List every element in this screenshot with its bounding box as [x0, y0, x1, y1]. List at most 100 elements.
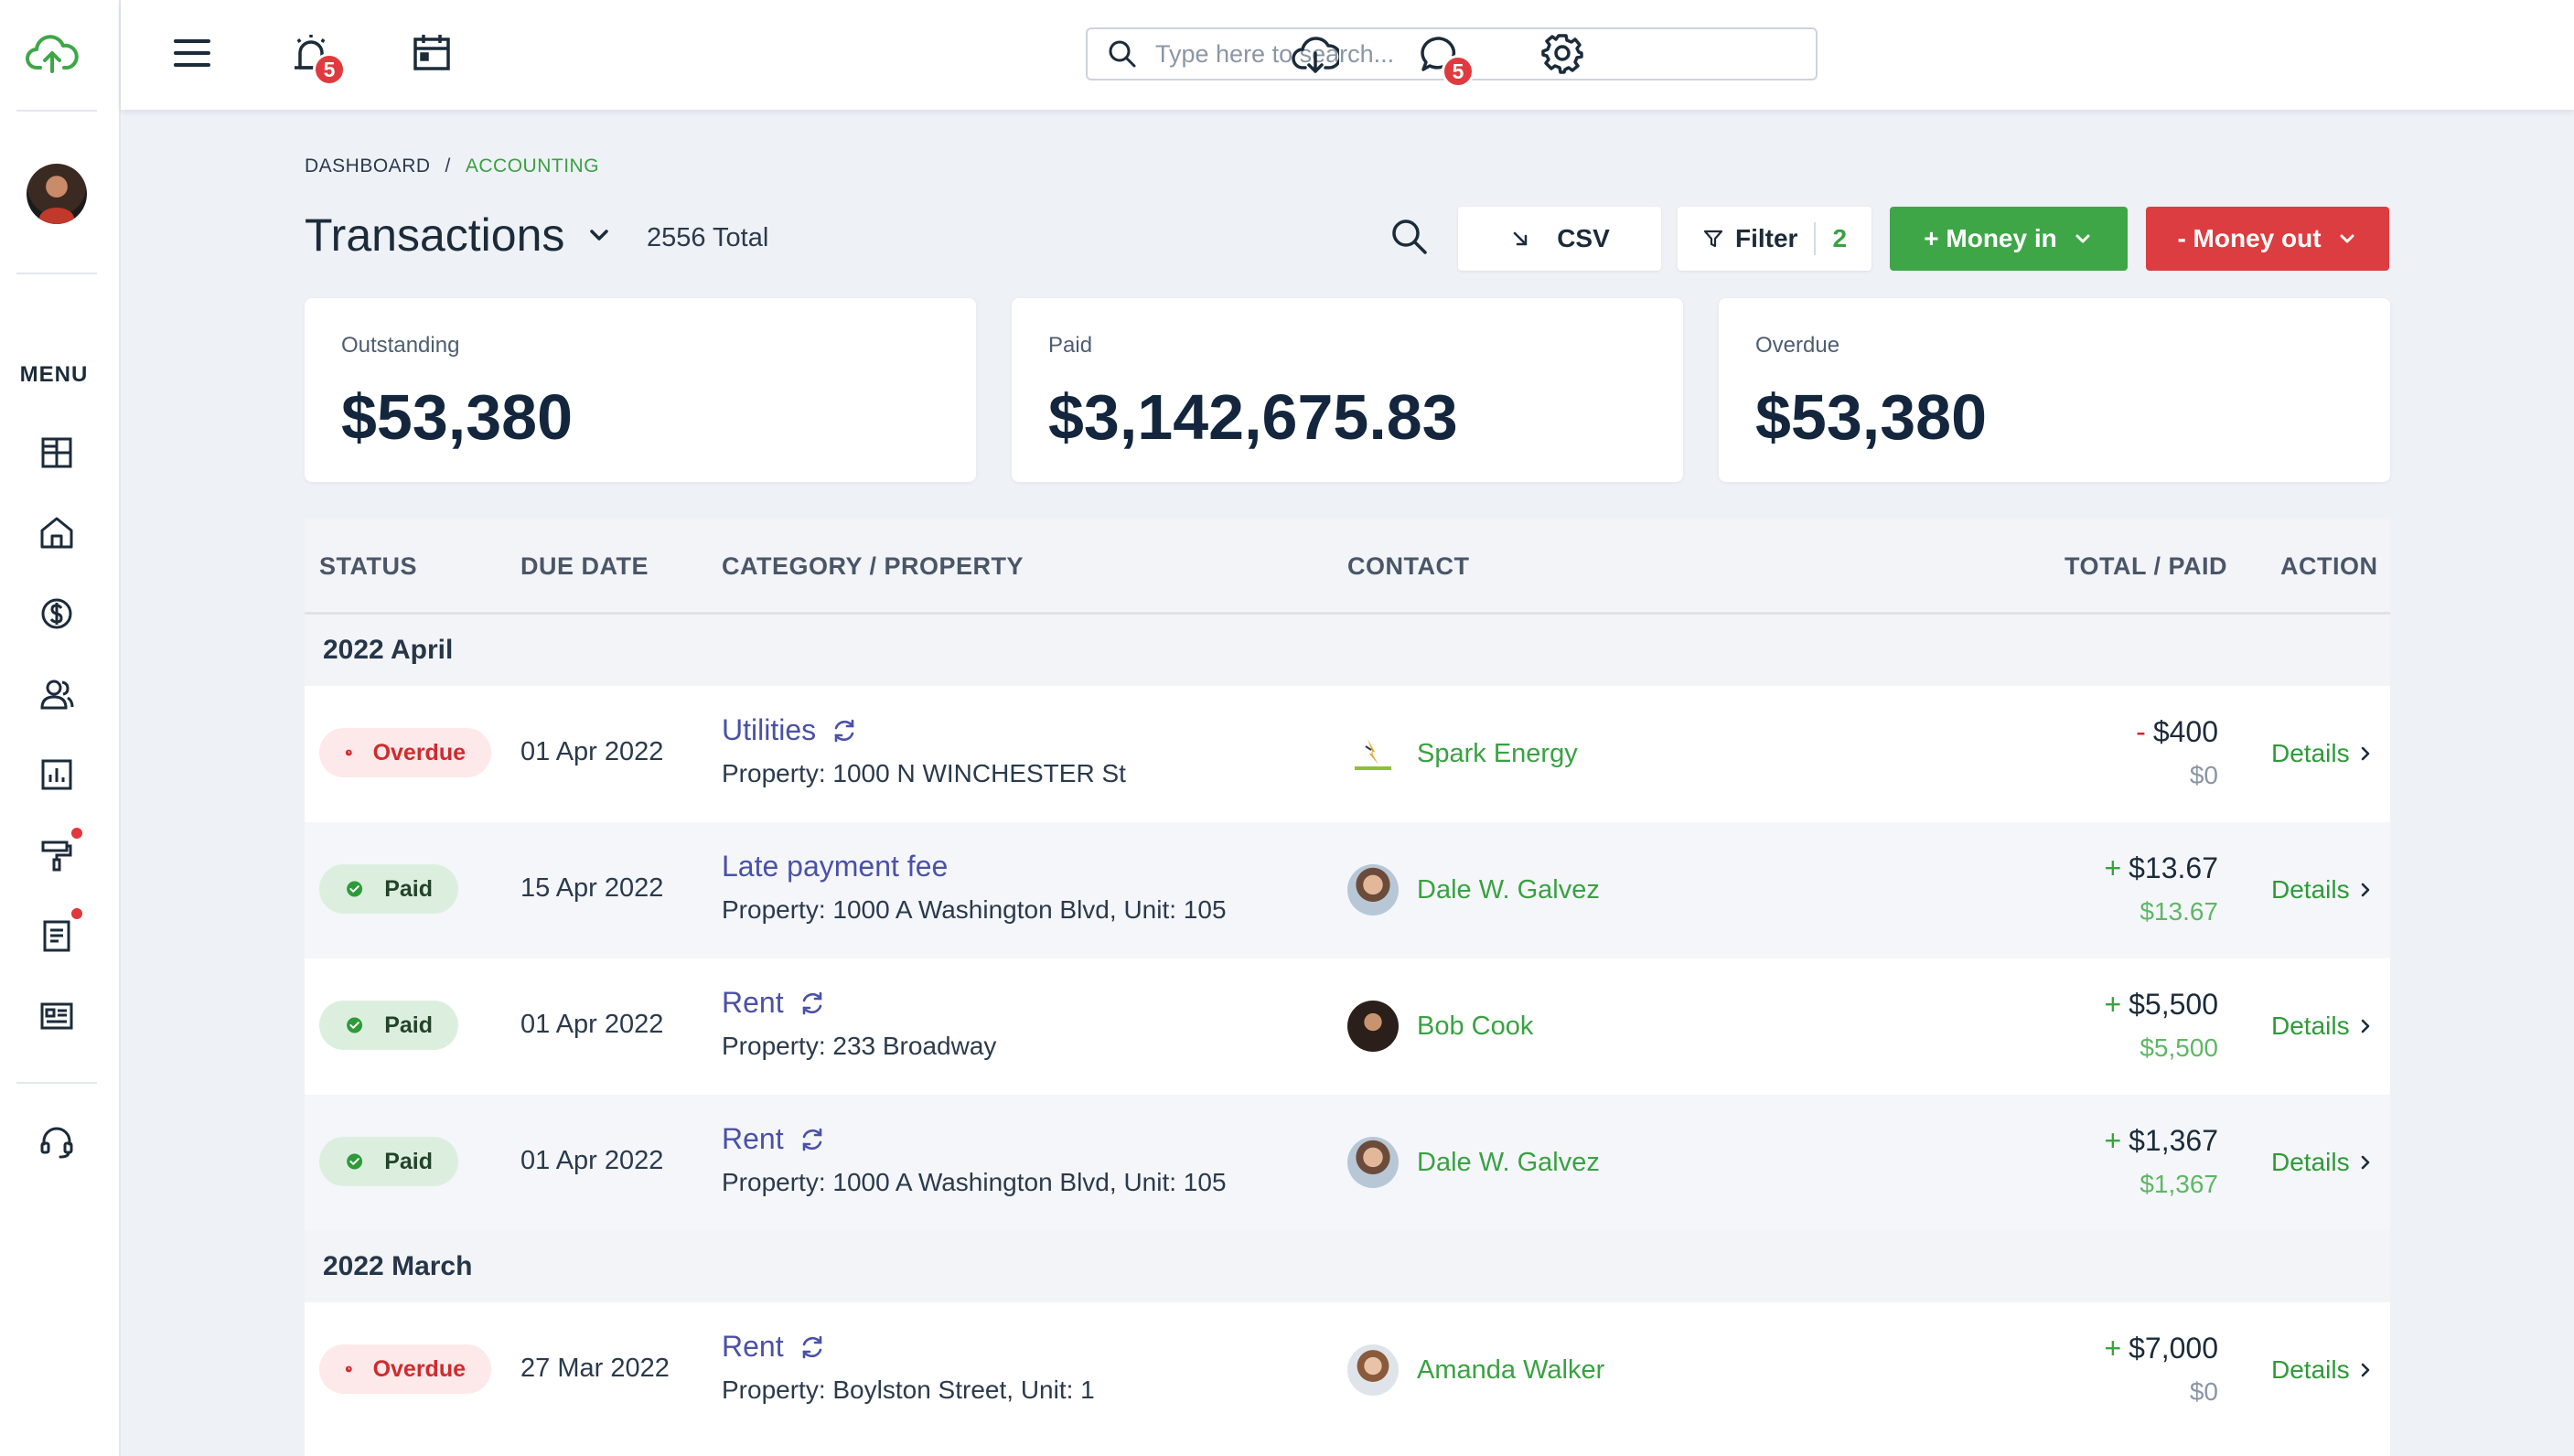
- table-row[interactable]: Overdue 01 Apr 2022 Utilities Property: …: [305, 686, 2390, 822]
- document-icon[interactable]: [35, 914, 79, 958]
- summary-card-value: $53,380: [341, 381, 574, 453]
- money-in-button[interactable]: + Money in: [1890, 207, 2128, 271]
- category-link[interactable]: Utilities: [722, 713, 860, 747]
- support-headset-icon[interactable]: [35, 1119, 79, 1163]
- amount-value: $13.67: [2129, 851, 2218, 884]
- summary-card-value: $3,142,675.83: [1048, 381, 1458, 453]
- paid-amount: $5,500: [2140, 1033, 2218, 1062]
- export-csv-button[interactable]: CSV: [1458, 207, 1661, 271]
- summary-card-label: Overdue: [1755, 333, 1840, 358]
- listing-card-icon[interactable]: [35, 994, 79, 1038]
- messages-count-badge: 5: [1442, 55, 1475, 88]
- details-link[interactable]: Details: [2271, 875, 2376, 905]
- user-avatar[interactable]: [27, 164, 87, 224]
- contact-link[interactable]: Amanda Walker: [1347, 1344, 1604, 1396]
- contact-link[interactable]: Dale W. Galvez: [1347, 864, 1600, 915]
- category-text: Late payment fee: [722, 850, 949, 883]
- property-address: Property: 1000 N WINCHESTER St: [722, 759, 1126, 787]
- column-header-total-paid[interactable]: TOTAL / PAID: [2065, 552, 2228, 580]
- details-label: Details: [2271, 875, 2350, 904]
- chevron-down-icon: [2075, 234, 2090, 243]
- due-date: 01 Apr 2022: [520, 1010, 664, 1039]
- gear-icon[interactable]: [1539, 29, 1586, 77]
- details-link[interactable]: Details: [2271, 1148, 2376, 1177]
- chevron-down-icon: [2340, 234, 2354, 243]
- search-icon: [1392, 219, 1427, 254]
- table-search-button[interactable]: [1387, 214, 1432, 260]
- column-header-contact[interactable]: CONTACT: [1347, 552, 1470, 580]
- home-icon[interactable]: [35, 510, 79, 554]
- details-link[interactable]: Details: [2271, 1012, 2376, 1041]
- hamburger-menu-icon[interactable]: [168, 29, 216, 77]
- details-link[interactable]: Details: [2271, 1355, 2376, 1385]
- contact-name: Spark Energy: [1417, 738, 1578, 768]
- sidebar-divider: [16, 110, 97, 112]
- sidebar-divider: [16, 1082, 97, 1084]
- recurring-refresh-icon: [802, 1335, 821, 1358]
- column-header-status[interactable]: STATUS: [319, 552, 417, 580]
- contact-link[interactable]: Bob Cook: [1347, 1001, 1533, 1052]
- contact-name: Dale W. Galvez: [1417, 1147, 1600, 1177]
- chevron-right-icon: [2361, 1155, 2369, 1170]
- money-out-button[interactable]: - Money out: [2146, 207, 2389, 271]
- chevron-right-icon: [2361, 1019, 2369, 1033]
- status-badge-paid: Paid: [319, 864, 458, 914]
- month-group-header: 2022 March: [305, 1231, 2390, 1302]
- cloud-download-icon[interactable]: [1292, 31, 1342, 79]
- summary-card-outstanding: Outstanding $53,380: [305, 298, 976, 482]
- column-header-category-property[interactable]: CATEGORY / PROPERTY: [722, 552, 1024, 580]
- due-date: 01 Apr 2022: [520, 737, 664, 766]
- notification-dot: [71, 828, 82, 839]
- cloud-upload-logo-icon[interactable]: [26, 33, 79, 77]
- paid-amount: $1,367: [2140, 1170, 2218, 1198]
- menu-label: MENU: [19, 362, 89, 387]
- amount-sign: +: [2104, 988, 2122, 1021]
- table-row[interactable]: Paid 01 Apr 2022 Rent Property: 233 Broa…: [305, 958, 2390, 1095]
- status-text: Paid: [384, 1148, 433, 1174]
- calendar-icon[interactable]: [408, 29, 456, 77]
- breadcrumb-accounting-link[interactable]: ACCOUNTING: [465, 155, 600, 177]
- table-row[interactable]: Paid 01 Apr 2022 Rent Property: 1000 A W…: [305, 1095, 2390, 1231]
- dollar-circle-icon[interactable]: [35, 592, 79, 636]
- clock-icon: [345, 749, 352, 756]
- category-link[interactable]: Late payment fee: [722, 850, 948, 883]
- category-text: Utilities: [722, 713, 817, 746]
- maintenance-paint-roller-icon[interactable]: [35, 833, 79, 877]
- breadcrumb-dashboard-link[interactable]: DASHBOARD: [305, 155, 431, 177]
- category-link[interactable]: Rent: [722, 986, 828, 1020]
- summary-card-overdue: Overdue $53,380: [1719, 298, 2390, 482]
- column-header-due-date[interactable]: DUE DATE: [520, 552, 649, 580]
- chat-messages-icon[interactable]: [1416, 31, 1464, 79]
- status-badge-paid: Paid: [319, 1137, 458, 1186]
- category-link[interactable]: Rent: [722, 1330, 828, 1364]
- page-title-dropdown[interactable]: Transactions: [305, 209, 616, 262]
- category-text: Rent: [722, 1330, 784, 1363]
- total-amount: + $5,500: [2104, 988, 2218, 1022]
- recurring-refresh-icon: [802, 1128, 821, 1151]
- status-badge-overdue: Overdue: [319, 1344, 491, 1394]
- contact-avatar: [1347, 1137, 1399, 1188]
- status-text: Overdue: [372, 739, 466, 765]
- table-row[interactable]: Overdue 27 Mar 2022 Rent Property: Boyls…: [305, 1302, 2390, 1439]
- contact-avatar: [1347, 1344, 1399, 1396]
- category-text: Rent: [722, 1122, 784, 1155]
- transactions-table: STATUS DUE DATE CATEGORY / PROPERTY CONT…: [305, 519, 2390, 1456]
- property-address: Property: 233 Broadway: [722, 1032, 997, 1060]
- contact-link[interactable]: Spark Energy: [1347, 728, 1578, 779]
- csv-label: CSV: [1557, 224, 1610, 252]
- filter-button[interactable]: Filter 2: [1678, 207, 1872, 271]
- arrow-down-right-icon: [1513, 231, 1528, 246]
- reports-chart-icon[interactable]: [35, 753, 79, 797]
- details-link[interactable]: Details: [2271, 739, 2376, 768]
- month-group-header: 2022 April: [305, 615, 2390, 686]
- active-filter-count: 2: [1832, 224, 1848, 252]
- check-circle-icon: [347, 881, 363, 897]
- property-address: Property: 1000 A Washington Blvd, Unit: …: [722, 895, 1227, 924]
- category-link[interactable]: Rent: [722, 1122, 828, 1156]
- dashboard-grid-icon[interactable]: [35, 431, 79, 475]
- users-icon[interactable]: [35, 672, 79, 716]
- contact-link[interactable]: Dale W. Galvez: [1347, 1137, 1600, 1188]
- status-text: Paid: [384, 1012, 433, 1038]
- table-row[interactable]: Paid 15 Apr 2022 Late payment fee Proper…: [305, 822, 2390, 958]
- check-circle-icon: [347, 1017, 363, 1033]
